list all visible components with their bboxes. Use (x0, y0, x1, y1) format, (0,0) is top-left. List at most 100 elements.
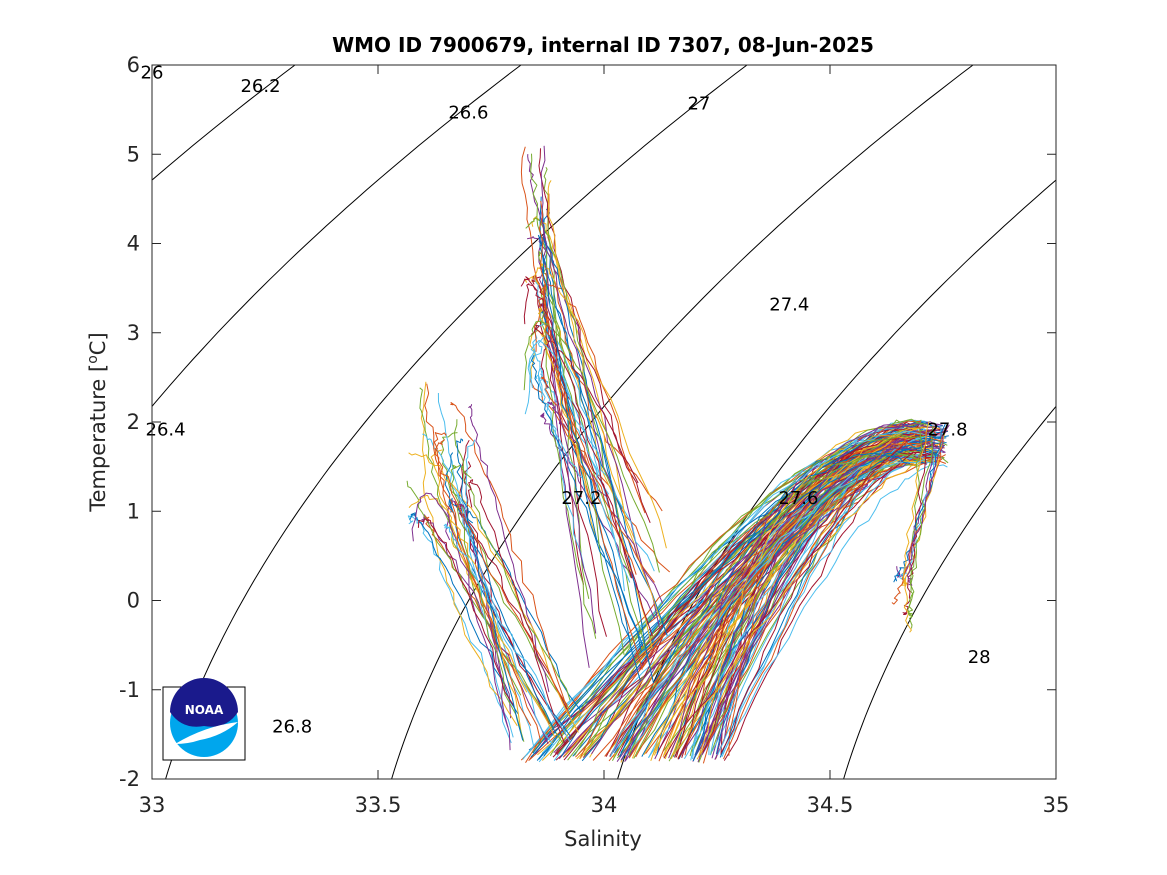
isopycnal-label: 27 (687, 94, 710, 115)
isopycnal-label: 27.6 (778, 488, 818, 509)
profile-series-line (541, 423, 927, 761)
profile-series-line (672, 459, 940, 756)
profile-series-line (547, 180, 662, 622)
profile-series-line (558, 450, 945, 760)
profile-series-line (538, 200, 655, 583)
profile-series-line (468, 479, 566, 746)
y-axis-label: Temperature [oC] (85, 332, 110, 512)
chart-title: WMO ID 7900679, internal ID 7307, 08-Jun… (332, 33, 874, 57)
profile-series-line (525, 217, 632, 578)
profile-series-line (539, 196, 642, 653)
y-tick-label: -1 (119, 678, 140, 702)
profile-series-line (454, 419, 571, 701)
profile-series-line (530, 153, 625, 655)
y-tick-label: 6 (127, 53, 140, 77)
isopycnal-label: 27.2 (561, 488, 601, 509)
profile-series-line (624, 447, 917, 762)
profile-series-line (628, 418, 927, 757)
profile-series-line (537, 307, 588, 487)
profile-series-line (723, 430, 948, 761)
profile-series-line (406, 480, 564, 744)
profile-series-line (609, 459, 929, 758)
logo-wave-icon (175, 722, 238, 744)
profile-series-line (907, 425, 934, 617)
profile-series-line (611, 452, 916, 762)
profile-series-line (457, 503, 511, 751)
isopycnal-label: 26.6 (448, 103, 488, 124)
isopycnal-label: 26.8 (272, 717, 312, 738)
profile-series-line (540, 339, 639, 484)
profile-series-line (420, 381, 518, 727)
profile-series-line (611, 442, 919, 755)
y-tick-label: 5 (127, 142, 140, 166)
profile-series-line (409, 512, 519, 715)
profile-series-line (408, 494, 522, 733)
profile-series-line (411, 492, 509, 728)
profile-series-line (526, 427, 915, 756)
profile-series-line (450, 464, 525, 742)
profile-series-line (529, 446, 920, 760)
x-tick-label: 33 (139, 793, 166, 817)
profile-series-line (698, 434, 916, 756)
y-axis-label-degree: o (85, 355, 101, 364)
isopycnal-label: 27.8 (927, 419, 967, 440)
profile-series-line (540, 412, 656, 619)
profile-series-line (893, 423, 946, 583)
profile-series-line (434, 439, 568, 706)
profile-series-line (524, 339, 625, 592)
profile-series-line (417, 518, 515, 706)
logo-text: NOAA (185, 703, 224, 717)
profile-series-line (681, 423, 914, 754)
profile-series-line (450, 402, 572, 720)
profile-series-line (522, 430, 925, 760)
isopycnal-line (843, 405, 1056, 779)
x-tick-label: 34.5 (807, 793, 854, 817)
y-tick-label: 1 (127, 499, 140, 523)
profile-series-line (663, 444, 939, 759)
profile-series-line (903, 421, 930, 633)
y-axis-label-unit: C] (86, 332, 110, 355)
profile-series-line (530, 446, 941, 758)
profile-series-line (547, 193, 663, 512)
profile-series-line (523, 320, 660, 573)
y-tick-label: 0 (127, 589, 140, 613)
profile-series-line (456, 438, 524, 741)
profile-series-line (723, 433, 925, 760)
y-tick-label: 3 (127, 321, 140, 345)
profile-series-line (901, 428, 947, 588)
isopycnal-line (152, 65, 522, 408)
isopycnal-label: 26.4 (146, 419, 186, 440)
profile-series-line (625, 435, 928, 756)
profile-series-line (538, 367, 585, 569)
isopycnal-label: 26.2 (240, 76, 280, 97)
profile-series-line (902, 429, 928, 615)
profile-series-line (709, 452, 918, 756)
isopycnal-label: 27.4 (769, 294, 809, 315)
x-axis-label: Salinity (564, 827, 642, 851)
profile-series-line (554, 428, 911, 754)
profile-lines (406, 145, 950, 764)
profile-series-line (527, 154, 617, 505)
y-tick-label: 4 (127, 232, 140, 256)
profile-series-line (464, 439, 554, 746)
profile-series-line (702, 441, 916, 764)
profile-series-line (535, 335, 584, 479)
y-tick-label: 2 (127, 410, 140, 434)
profile-series-line (531, 355, 644, 647)
profile-series-line (424, 383, 542, 743)
profile-series-line (906, 424, 950, 586)
isopycnal-line (152, 65, 296, 181)
logo-top-icon (170, 678, 238, 727)
profile-series-line (433, 432, 532, 726)
profile-series-line (443, 523, 571, 743)
y-tick-label: -2 (119, 767, 140, 791)
x-tick-label: 33.5 (355, 793, 402, 817)
profile-series-line (468, 404, 550, 693)
profile-series-line (720, 428, 946, 753)
profile-series-line (891, 434, 944, 605)
profile-series-line (668, 422, 939, 759)
isopycnal-label: 28 (968, 647, 991, 668)
profile-series-line (520, 276, 653, 637)
